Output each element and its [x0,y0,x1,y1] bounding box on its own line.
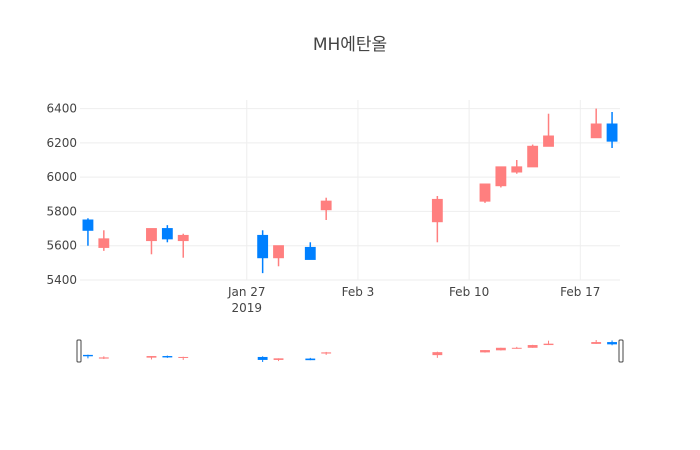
y-tick-label: 6200 [46,136,77,150]
candle-body [177,234,189,242]
slider-candle-body [178,356,189,358]
y-tick-label: 5600 [46,239,77,253]
slider-candle-body [480,350,490,353]
candle-series [82,108,618,274]
slider-candle-body [146,356,157,358]
grid-layer [80,100,620,281]
y-axis: 5400 5600 5800 6000 6200 6400 [46,102,77,287]
slider-candle-body [321,352,332,354]
candle-body [527,145,539,168]
candle-body [590,123,602,139]
candle-body [320,200,332,211]
range-slider-left-handle[interactable] [76,339,82,363]
x-tick-sublabel: 2019 [231,301,262,315]
chart-title: MH에탄올 [313,35,387,55]
slider-candle-body [591,342,602,344]
y-tick-label: 6000 [46,170,77,184]
slider-candle-body [543,343,554,346]
candle-body [273,245,284,259]
candle-body [257,234,269,259]
slider-candle-body [527,345,538,348]
candle-body [479,183,491,202]
candle-body [495,166,507,187]
slider-candle-body [83,354,93,357]
slider-candle-body [273,358,284,360]
x-tick-label: Feb 17 [560,285,600,299]
slider-candle-body [305,358,316,361]
slider-candle-body [257,356,268,360]
candle-body [98,238,110,248]
candle-body [304,246,316,260]
slider-candle-body [511,347,522,349]
slider-candle-body [98,357,109,359]
slider-candle-body [162,356,173,358]
range-slider-right-handle[interactable] [618,339,624,363]
y-tick-label: 6400 [46,102,77,116]
x-tick-label: Feb 10 [449,285,489,299]
x-axis: Jan 27 2019 Feb 3 Feb 10 Feb 17 [227,285,600,315]
candle-body [543,135,554,147]
y-tick-label: 5800 [46,204,77,218]
slider-candle-body [607,342,617,345]
candle-body [431,198,443,223]
candle-body [82,219,94,231]
range-slider[interactable] [76,339,624,363]
x-tick-label: Jan 27 [227,285,266,299]
candle-body [161,228,173,240]
slider-candle-body [495,347,506,351]
slider-candle-body [432,352,443,356]
candle-body [511,166,523,173]
y-tick-label: 5400 [46,273,77,287]
x-tick-label: Feb 3 [342,285,375,299]
candle-body [146,228,157,242]
candle-body [606,123,618,142]
